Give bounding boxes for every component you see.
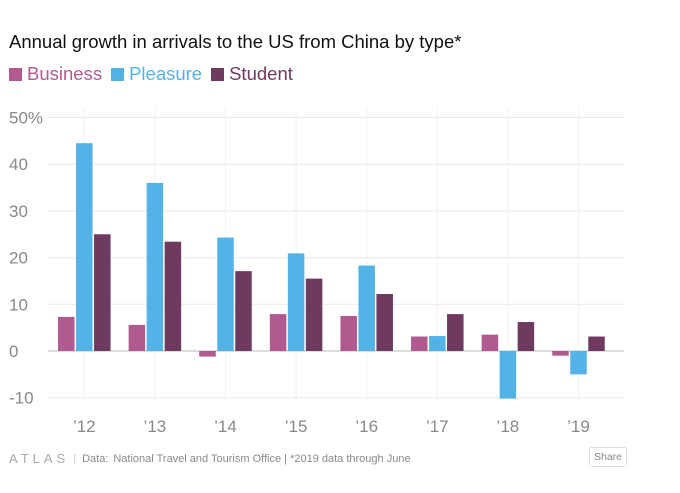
- source-label: Data:: [82, 452, 109, 465]
- bar-student[interactable]: [164, 241, 182, 351]
- x-tick-label: ’19: [567, 417, 590, 436]
- legend-swatch-student: [211, 67, 225, 81]
- bar-pleasure[interactable]: [429, 336, 446, 351]
- share-button[interactable]: Share: [589, 447, 627, 467]
- legend-swatch-pleasure: [111, 67, 125, 81]
- labels-layer: -10 0 10 20 30 40 50% ’12 ’13 ’14 ’15 ’16 ’17 ’18 ’19: [9, 109, 590, 437]
- y-tick-label: 20: [9, 249, 28, 268]
- bar-student[interactable]: [94, 234, 111, 351]
- legend-label-business: Business: [27, 63, 103, 84]
- bars-layer: [58, 143, 605, 399]
- brand-logo[interactable]: ATLAS: [9, 451, 70, 466]
- legend-item-student: Student: [211, 63, 293, 85]
- bar-student[interactable]: [588, 336, 605, 351]
- bar-pleasure[interactable]: [358, 265, 375, 351]
- bar-pleasure[interactable]: [217, 237, 234, 351]
- bar-student[interactable]: [517, 322, 535, 351]
- y-tick-label: 10: [9, 295, 28, 314]
- bar-business[interactable]: [199, 351, 216, 357]
- bar-business[interactable]: [340, 315, 357, 351]
- legend-item-business: Business: [9, 63, 102, 85]
- chart-title: Annual growth in arrivals to the US from…: [9, 31, 462, 52]
- x-tick-label: ’18: [497, 417, 520, 436]
- bar-business[interactable]: [411, 336, 428, 351]
- x-tick-label: ’16: [355, 417, 378, 436]
- grid-layer: [48, 108, 624, 403]
- bar-student[interactable]: [305, 278, 323, 351]
- bar-pleasure[interactable]: [146, 182, 164, 351]
- x-tick-label: ’12: [73, 417, 96, 436]
- bar-pleasure[interactable]: [499, 351, 517, 399]
- x-tick-label: ’15: [285, 417, 308, 436]
- footer-separator: |: [73, 452, 77, 465]
- legend-swatch-business: [9, 67, 22, 81]
- legend-item-pleasure: Pleasure: [111, 63, 202, 85]
- bar-pleasure[interactable]: [570, 351, 587, 375]
- bar-business[interactable]: [269, 314, 287, 351]
- y-tick-label: 50%: [9, 109, 43, 128]
- y-tick-label: 0: [9, 342, 18, 361]
- y-tick-label: 40: [9, 155, 28, 174]
- bar-student[interactable]: [235, 271, 252, 351]
- legend-label-pleasure: Pleasure: [129, 63, 203, 84]
- x-tick-label: ’14: [214, 417, 237, 436]
- bar-business[interactable]: [128, 324, 146, 351]
- bar-student[interactable]: [447, 314, 464, 351]
- legend-label-student: Student: [229, 63, 293, 84]
- bar-business[interactable]: [481, 334, 499, 351]
- bar-chart: -10 0 10 20 30 40 50% ’12 ’13 ’14 ’15 ’16 ’17 ’18 ’19: [9, 108, 624, 437]
- x-tick-label: ’17: [426, 417, 449, 436]
- x-tick-label: ’13: [144, 417, 167, 436]
- bar-pleasure[interactable]: [76, 143, 93, 351]
- bar-pleasure[interactable]: [287, 253, 305, 351]
- bar-student[interactable]: [376, 294, 393, 351]
- legend: Business Pleasure Student: [9, 63, 302, 85]
- y-tick-label: 30: [9, 202, 28, 221]
- footer: ATLAS | Data: National Travel and Touris…: [9, 451, 411, 466]
- source-text: National Travel and Tourism Office | *20…: [113, 452, 411, 465]
- bar-business[interactable]: [552, 351, 569, 356]
- y-tick-label: -10: [9, 389, 34, 408]
- bar-business[interactable]: [58, 316, 75, 351]
